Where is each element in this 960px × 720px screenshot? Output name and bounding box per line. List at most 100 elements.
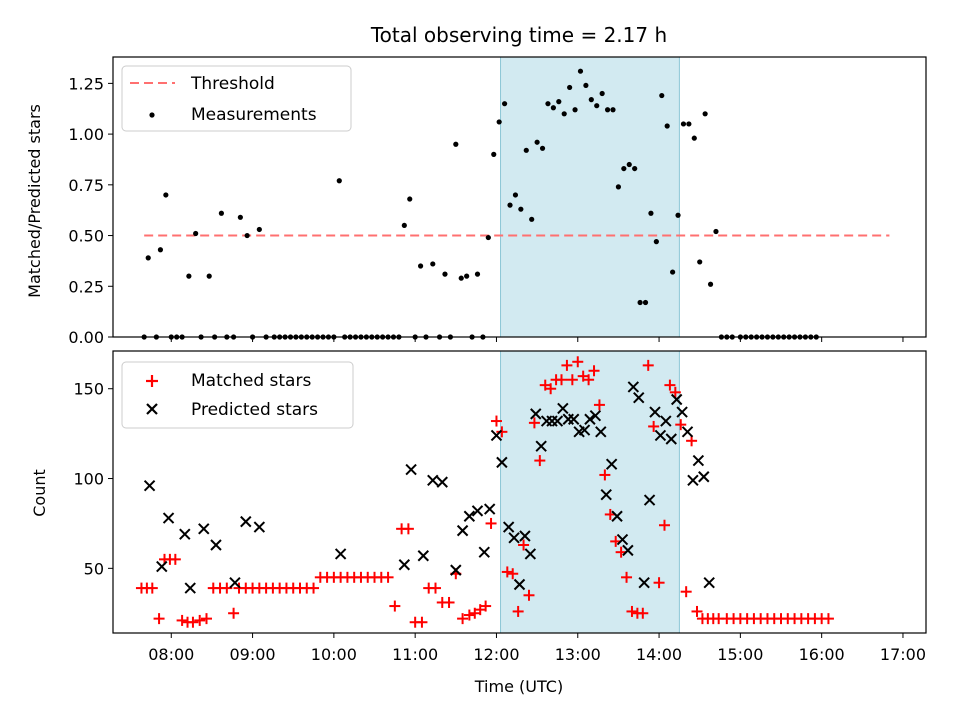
- measurement-point: [453, 141, 459, 147]
- predicted-star-point: [210, 539, 222, 551]
- x-axis-label: Time (UTC): [474, 677, 563, 696]
- top-legend-frame: [121, 65, 352, 132]
- measurements-points: [141, 68, 819, 340]
- measurement-point: [193, 230, 199, 237]
- x-tick-label: 13:00: [555, 645, 601, 664]
- predicted-star-point: [665, 433, 677, 445]
- y-tick-label: 50: [84, 559, 104, 578]
- measurement-point: [675, 212, 681, 218]
- measurement-point: [512, 192, 519, 198]
- measurement-point: [501, 101, 508, 107]
- matched-star-point: [599, 469, 611, 481]
- predicted-star-point: [417, 550, 430, 562]
- matched-star-point: [480, 600, 492, 612]
- matched-star-point: [496, 426, 508, 438]
- measurement-point: [659, 92, 665, 99]
- top-y-ticks: 0.00 0.25 0.50 0.75 1.00 1.25: [68, 74, 113, 347]
- x-tick-label: 10:00: [311, 645, 357, 664]
- predicted-star-point: [502, 521, 515, 533]
- measurement-point: [567, 84, 573, 91]
- matched-star-point: [507, 568, 519, 580]
- measurement-point: [648, 210, 654, 216]
- legend-predicted-label: Predicted stars: [191, 400, 318, 420]
- y-tick-label: 0.00: [68, 328, 104, 347]
- measurement-point: [670, 269, 676, 275]
- top-legend: Threshold Measurements: [121, 65, 352, 132]
- predicted-star-point: [508, 532, 520, 544]
- bottom-legend: Matched stars Predicted stars: [121, 361, 354, 429]
- measurement-point: [186, 273, 192, 279]
- matched-star-point: [583, 374, 595, 386]
- y-tick-label: 1.00: [68, 125, 104, 144]
- measurement-point: [653, 239, 659, 245]
- matched-star-point: [518, 539, 530, 551]
- matched-star-point: [308, 582, 320, 594]
- measurement-point: [474, 271, 481, 277]
- y-tick-label: 0.75: [68, 176, 104, 195]
- predicted-star-point: [649, 406, 661, 418]
- bottom-y-ticks: 50 100 150: [73, 380, 113, 578]
- matched-star-point: [561, 359, 573, 371]
- matched-legend-swatch: [146, 375, 158, 387]
- matched-star-point: [176, 614, 188, 626]
- x-tick-label: 17:00: [880, 645, 926, 664]
- measurement-point: [637, 299, 643, 306]
- matched-star-point: [658, 519, 670, 531]
- x-tick-label: 08:00: [148, 645, 194, 664]
- matched-star-point: [675, 419, 687, 431]
- matched-star-point: [593, 399, 605, 411]
- measurement-point: [157, 247, 164, 253]
- predicted-star-point: [670, 393, 683, 406]
- predicted-star-point: [622, 544, 634, 557]
- measurement-point: [218, 210, 224, 216]
- measurement-point: [577, 68, 584, 74]
- measurement-point: [572, 107, 578, 113]
- matched-star-point: [485, 517, 497, 529]
- matched-star-point: [389, 600, 401, 612]
- matched-star-point: [588, 365, 600, 377]
- measurement-point: [518, 206, 524, 212]
- bottom-y-label: Count: [30, 469, 49, 517]
- predicted-star-point: [589, 409, 602, 422]
- matched-star-point: [822, 613, 834, 625]
- predicted-star-point: [179, 528, 191, 540]
- predicted-star-point: [535, 440, 547, 452]
- predicted-star-point: [654, 429, 667, 442]
- measurement-point: [529, 216, 535, 222]
- predicted-star-point: [698, 471, 710, 483]
- predicted-star-point: [229, 576, 241, 589]
- x-tick-label: 16:00: [799, 645, 845, 664]
- measurement-point: [621, 165, 627, 172]
- matched-star-point: [691, 605, 703, 617]
- measurement-point: [523, 147, 529, 153]
- y-tick-label: 150: [73, 380, 104, 399]
- matched-star-point: [566, 374, 578, 386]
- predicted-star-point: [595, 426, 607, 438]
- matched-star-point: [153, 613, 165, 625]
- predicted-star-point: [483, 503, 496, 515]
- measurement-point: [713, 228, 719, 235]
- legend-threshold-label: Threshold: [190, 74, 275, 94]
- matched-star-point: [416, 616, 428, 628]
- matched-star-point: [200, 613, 212, 625]
- measurement-point: [686, 121, 692, 127]
- measurement-point: [691, 135, 697, 141]
- predicted-star-point: [638, 576, 650, 589]
- matched-star-point: [523, 589, 535, 601]
- measurement-point: [550, 105, 556, 111]
- measurement-point: [583, 82, 589, 89]
- predicted-star-point: [398, 559, 411, 571]
- predicted-star-point: [253, 521, 266, 533]
- predicted-star-point: [676, 406, 688, 418]
- matched-star-point: [556, 374, 568, 386]
- measurement-point: [145, 255, 151, 261]
- predicted-star-point: [633, 391, 645, 404]
- predicted-star-point: [600, 488, 612, 501]
- matched-star-point: [572, 356, 584, 368]
- matched-star-point: [642, 359, 654, 371]
- y-tick-label: 100: [73, 470, 104, 489]
- measurement-point: [610, 107, 616, 113]
- x-tick-label: 09:00: [230, 645, 276, 664]
- matched-star-point: [669, 386, 681, 398]
